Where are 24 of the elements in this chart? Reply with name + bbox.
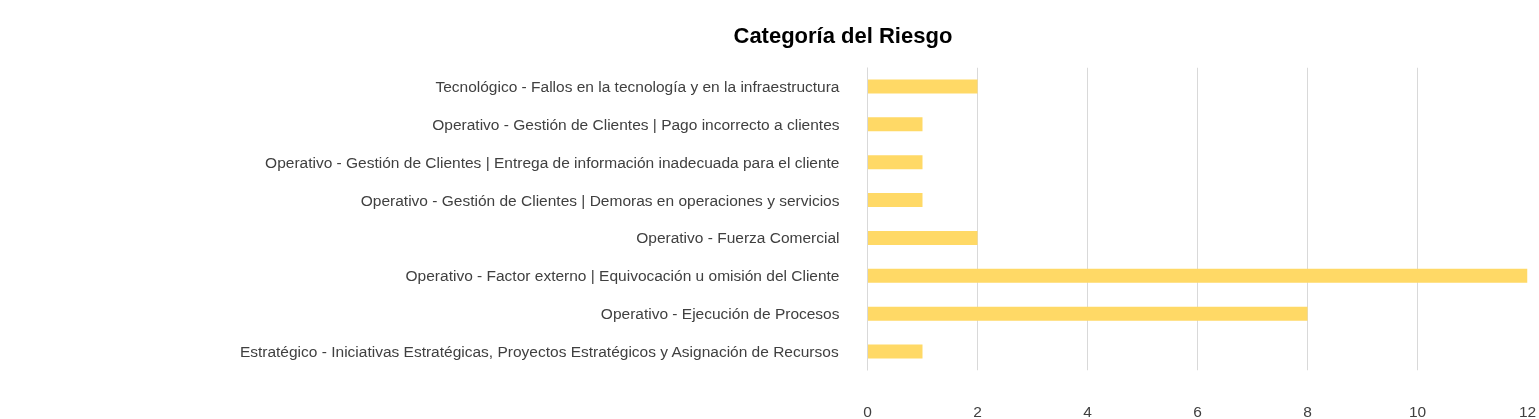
x-tick-label: 4: [1083, 402, 1093, 419]
bar: [867, 230, 978, 245]
y-tick-label: Operativo - Ejecución de Procesos: [600, 305, 840, 323]
bar: [867, 193, 923, 208]
y-tick-label: Operativo - Factor externo | Equivocación u omisión del Cliente: [405, 267, 840, 285]
x-tick-label: 10: [1408, 402, 1427, 419]
x-tick-label: 2: [973, 402, 982, 419]
chart-title: Categoría del Riesgo: [733, 22, 953, 48]
bar: [867, 306, 1308, 321]
y-tick-label: Tecnológico - Fallos en la tecnología y en la infraestructura: [435, 77, 840, 95]
x-tick-label: 12: [1518, 402, 1537, 419]
y-tick-label: Operativo - Fuerza Comercial: [636, 229, 840, 247]
bar: [867, 155, 923, 170]
bar: [867, 344, 923, 359]
y-tick-label: Operativo - Gestión de Clientes | Demoras en operaciones y servicios: [360, 191, 840, 209]
y-tick-label: Estratégico - Iniciativas Estratégicas, Proyectos Estratégicos y Asignación de Recursos: [239, 343, 839, 361]
bar: [867, 79, 978, 94]
x-tick-label: 6: [1193, 402, 1202, 419]
x-tick-label: 0: [863, 402, 873, 419]
x-tick-label: 8: [1303, 402, 1312, 419]
y-tick-label: Operativo - Gestión de Clientes | Pago incorrecto a clientes: [432, 115, 840, 133]
y-tick-label: Operativo - Gestión de Clientes | Entrega de información inadecuada para el cliente: [265, 153, 840, 171]
bar: [867, 117, 923, 132]
bar: [867, 268, 1528, 283]
